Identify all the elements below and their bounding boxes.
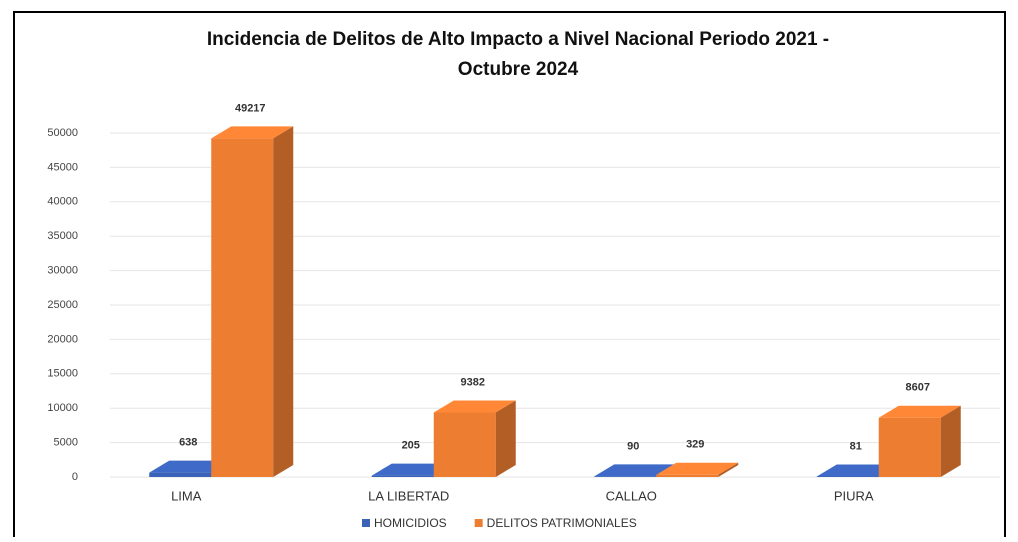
y-tick-label: 5000 xyxy=(54,437,78,449)
y-tick-label: 10000 xyxy=(47,402,78,414)
x-tick-label: LA LIBERTAD xyxy=(368,488,449,503)
y-tick-label: 35000 xyxy=(47,230,78,242)
bar-top xyxy=(594,464,677,477)
y-tick-label: 30000 xyxy=(47,265,78,277)
bar-top xyxy=(656,462,739,475)
data-label: 638 xyxy=(179,437,197,449)
bar-front xyxy=(594,476,657,477)
bar-front xyxy=(433,412,496,477)
bar-top xyxy=(211,126,294,139)
y-tick-label: 50000 xyxy=(47,127,78,139)
bar-side xyxy=(718,462,739,477)
bar-top xyxy=(371,463,454,476)
bar-front xyxy=(371,475,434,477)
bar-top xyxy=(433,400,516,413)
bar-front xyxy=(878,417,941,477)
y-tick-label: 15000 xyxy=(47,368,78,380)
bar-top xyxy=(149,460,232,473)
y-tick-label: 25000 xyxy=(47,299,78,311)
bar-front xyxy=(656,474,719,477)
bar-side xyxy=(273,126,294,478)
y-tick-label: 20000 xyxy=(47,333,78,345)
data-label: 90 xyxy=(627,440,639,452)
chart-title: Incidencia de Delitos de Alto Impacto a … xyxy=(207,29,829,80)
bar xyxy=(433,400,516,477)
data-label: 81 xyxy=(850,440,862,452)
data-label: 8607 xyxy=(906,382,930,394)
y-tick-label: 0 xyxy=(72,471,78,483)
bar-front xyxy=(816,476,879,477)
y-tick-label: 40000 xyxy=(47,196,78,208)
frame xyxy=(13,11,1006,542)
legend-label: DELITOS PATRIMONIALES xyxy=(487,516,637,530)
legend-swatch xyxy=(362,519,370,527)
data-label: 329 xyxy=(686,439,704,451)
bar-top xyxy=(878,405,961,418)
bar-front xyxy=(211,138,274,478)
bar-side xyxy=(495,400,516,477)
bar-side xyxy=(940,405,961,477)
data-label: 49217 xyxy=(235,102,266,114)
bar-front xyxy=(149,472,212,477)
x-tick-label: PIURA xyxy=(834,488,874,503)
bar xyxy=(656,462,739,477)
y-tick-label: 45000 xyxy=(47,161,78,173)
x-tick-label: LIMA xyxy=(171,488,202,503)
data-label: 9382 xyxy=(461,376,485,388)
bar xyxy=(878,405,961,477)
bar xyxy=(211,126,294,478)
data-label: 205 xyxy=(402,439,420,451)
bar-top xyxy=(816,464,899,477)
x-tick-label: CALLAO xyxy=(606,488,657,503)
legend-swatch xyxy=(474,519,483,527)
legend-label: HOMICIDIOS xyxy=(374,516,447,530)
